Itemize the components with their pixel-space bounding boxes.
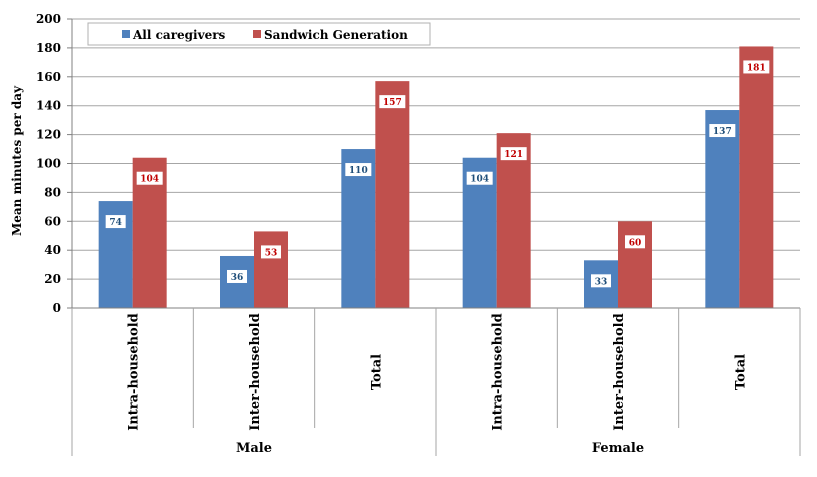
y-tick-label: 40 bbox=[44, 243, 61, 257]
y-tick-label: 180 bbox=[36, 41, 61, 55]
x-tick-label: Inter-household bbox=[612, 313, 627, 430]
data-label-box bbox=[227, 269, 247, 283]
bar-sandwich-generation bbox=[254, 231, 288, 308]
data-label: 110 bbox=[349, 166, 368, 176]
legend: All caregivers Sandwich Generation bbox=[87, 22, 431, 46]
group-label: Male bbox=[236, 441, 272, 456]
x-tick-label: Inter-household bbox=[248, 313, 263, 430]
data-label: 157 bbox=[383, 98, 402, 108]
data-label: 121 bbox=[504, 150, 523, 160]
data-label-box bbox=[345, 163, 372, 177]
bars bbox=[98, 46, 774, 309]
data-label: 137 bbox=[713, 127, 732, 137]
data-label: 74 bbox=[109, 218, 122, 228]
x-axis: Intra-household Inter-household Total Intra… bbox=[71, 19, 801, 456]
bar-sandwich-generation bbox=[496, 133, 531, 308]
data-label-box bbox=[466, 171, 493, 185]
bar-sandwich-generation bbox=[618, 221, 652, 308]
y-tick-label: 200 bbox=[36, 12, 61, 26]
x-tick-label: Intra-household bbox=[491, 313, 506, 431]
legend-swatch-sandwich-generation bbox=[253, 30, 261, 38]
gridlines bbox=[72, 18, 800, 309]
legend-label-sandwich-generation: Sandwich Generation bbox=[264, 28, 408, 42]
data-label: 181 bbox=[747, 63, 766, 73]
data-label: 104 bbox=[140, 175, 159, 185]
y-tick-label: 140 bbox=[36, 99, 61, 113]
data-label-box bbox=[136, 171, 163, 185]
y-tick-label: 160 bbox=[36, 70, 61, 84]
x-tick-label: Total bbox=[369, 354, 384, 390]
data-label: 60 bbox=[629, 238, 642, 248]
y-tick-label: 0 bbox=[53, 301, 61, 315]
bar-all-caregivers bbox=[705, 110, 740, 308]
y-tick-label: 60 bbox=[44, 214, 61, 228]
data-label: 104 bbox=[470, 175, 489, 185]
x-tick-label: Intra-household bbox=[127, 313, 142, 431]
data-labels: 74 104 36 53 110 157 104 121 33 60 137 181 bbox=[105, 60, 770, 288]
data-label-box bbox=[591, 274, 611, 288]
y-tick-label: 80 bbox=[44, 185, 61, 199]
data-label: 33 bbox=[595, 277, 608, 287]
data-label-box bbox=[500, 147, 527, 161]
data-label: 36 bbox=[231, 273, 244, 283]
data-label: 53 bbox=[265, 248, 278, 258]
data-label-box bbox=[379, 95, 406, 109]
x-tick-label: Total bbox=[733, 354, 748, 390]
y-tick-label: 100 bbox=[36, 157, 61, 171]
data-label-box bbox=[743, 60, 770, 74]
data-label-box bbox=[625, 235, 645, 249]
y-axis-ticks: 0 20 40 60 80 100 120 140 160 180 200 bbox=[36, 12, 72, 315]
data-label-box bbox=[709, 124, 736, 138]
data-label-box bbox=[105, 215, 126, 229]
data-label-box bbox=[261, 245, 281, 259]
y-tick-label: 20 bbox=[44, 272, 61, 286]
legend-swatch-all-caregivers bbox=[122, 30, 130, 38]
bar-sandwich-generation bbox=[375, 81, 410, 308]
y-tick-label: 120 bbox=[36, 128, 61, 142]
group-label: Female bbox=[592, 441, 644, 456]
y-axis-title: Mean minutes per day bbox=[10, 85, 24, 236]
legend-label-all-caregivers: All caregivers bbox=[132, 28, 226, 42]
bar-sandwich-generation bbox=[739, 46, 774, 309]
